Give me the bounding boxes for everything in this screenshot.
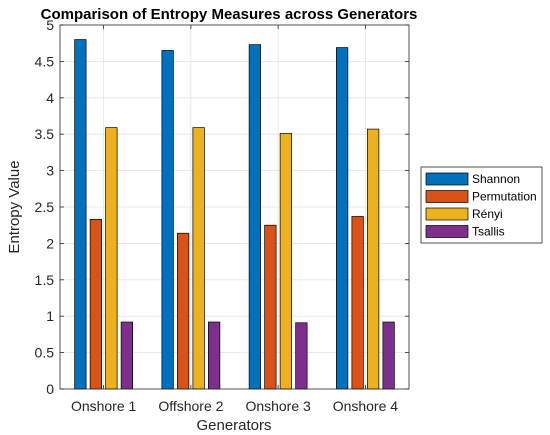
grid-lines [60,25,409,389]
legend-label: Tsallis [472,225,505,239]
bar-shannon-1 [74,39,87,390]
bar-tsallis-3 [295,322,308,390]
legend-label: Shannon [472,172,520,186]
plot-area: 0 0.5 1 1.5 2 2.5 3 3.5 4 4.5 5 Onshore 1 Offshore … [35,17,410,414]
bars [74,39,395,390]
bar-tsallis-4 [382,321,395,390]
legend-items: Shannon Permutation Rényi Tsallis [425,172,537,239]
y-tick-label: 1 [46,308,54,324]
y-tick-label: 4 [46,90,54,106]
bar-r-nyi-4 [367,128,380,390]
y-tick-label: 1.5 [35,272,55,288]
x-axis-ticks: Onshore 1 Offshore 2 Onshore 3 Onshore 4 [71,25,398,414]
bar-shannon-4 [336,47,349,390]
x-tick-label: Offshore 2 [158,398,223,414]
y-tick-label: 2 [46,235,54,251]
x-tick-label: Onshore 3 [245,398,311,414]
bar-r-nyi-3 [279,133,292,390]
bar-r-nyi-1 [105,127,118,390]
bar-permutation-1 [89,219,102,390]
y-tick-label: 3 [46,163,54,179]
bar-permutation-4 [351,216,364,390]
bar-tsallis-1 [120,321,133,390]
y-tick-label: 5 [46,17,54,33]
bar-r-nyi-2 [192,127,205,390]
chart-title: Comparison of Entropy Measures across Ge… [41,6,418,23]
legend-swatch-permutation [425,190,469,203]
legend-swatch-tsallis [425,225,469,238]
legend-label: Permutation [472,190,537,204]
x-tick-label: Onshore 1 [71,398,137,414]
bar-shannon-3 [248,44,261,390]
y-axis-label: Entropy Value [6,160,23,253]
legend-swatch-shannon [425,172,469,186]
y-tick-label: 4.5 [35,53,55,69]
legend: Shannon Permutation Rényi Tsallis [420,166,543,244]
y-tick-label: 2.5 [35,199,55,215]
bar-permutation-3 [264,224,277,390]
legend-label: Rényi [472,207,503,221]
x-axis-label: Generators [196,417,271,434]
x-tick-label: Onshore 4 [333,398,399,414]
y-tick-label: 0.5 [35,345,55,361]
legend-swatch-r-nyi [425,207,469,221]
bar-permutation-2 [177,232,190,390]
y-tick-label: 3.5 [35,126,55,142]
bar-shannon-2 [161,50,174,390]
y-tick-label: 0 [46,381,54,397]
y-axis-ticks: 0 0.5 1 1.5 2 2.5 3 3.5 4 4.5 5 [35,17,409,397]
bar-tsallis-2 [208,321,221,390]
